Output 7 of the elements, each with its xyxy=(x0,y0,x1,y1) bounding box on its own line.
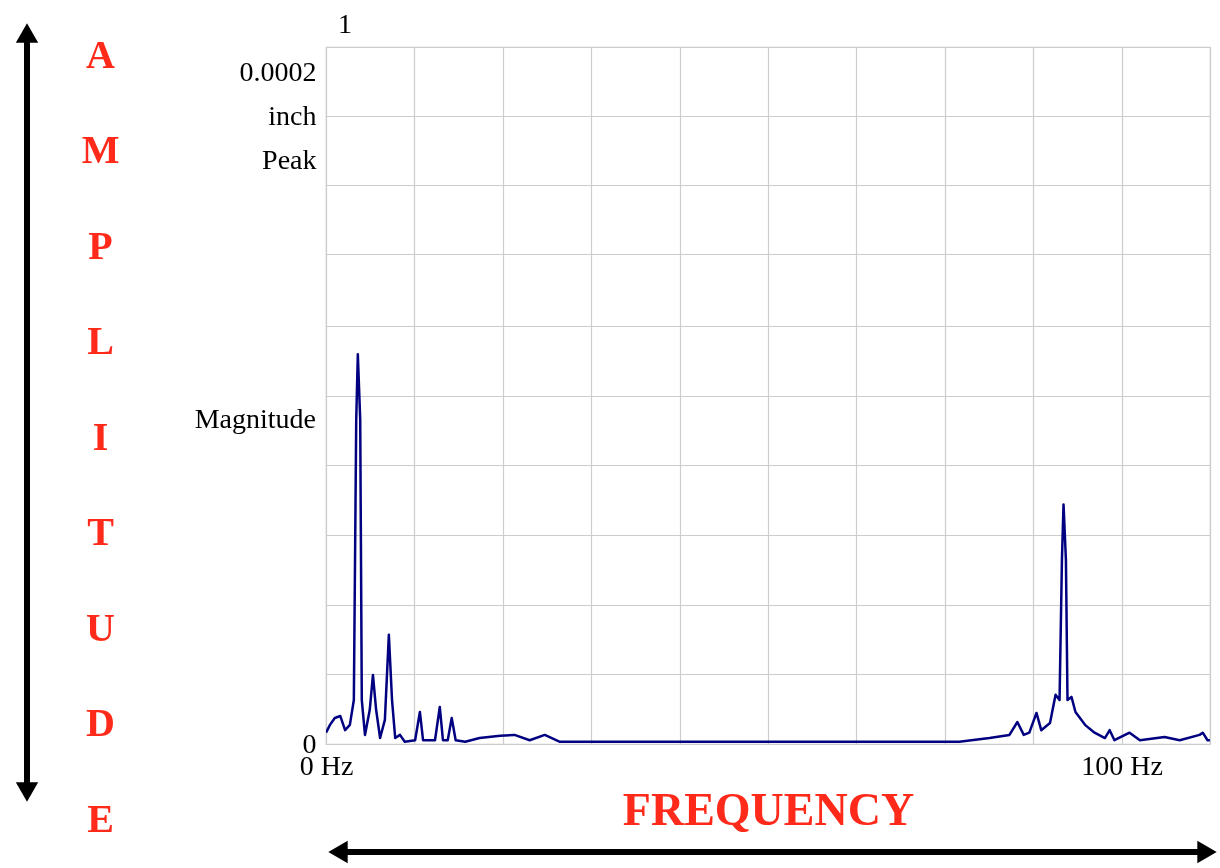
y-tick-label: 0.0002 inch Peak xyxy=(239,55,317,175)
line-series xyxy=(326,353,1210,744)
text: 1 xyxy=(338,8,352,39)
x-axis-title: FREQUENCY xyxy=(622,783,915,835)
text: Magnitude xyxy=(194,403,316,434)
x-tick-label: 100 Hz xyxy=(1081,749,1163,781)
text: AMPLITUDE xyxy=(81,31,120,841)
